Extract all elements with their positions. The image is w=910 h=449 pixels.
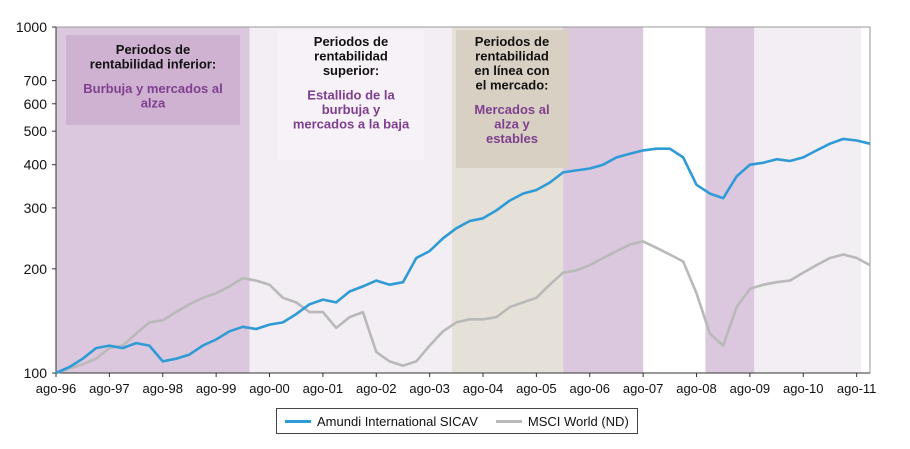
x-tick-label-ago-05: ago-05	[516, 381, 556, 396]
shaded-region-inferior-3	[563, 27, 644, 373]
annotation-box-superior	[278, 30, 424, 160]
annotation-title-superior-1: rentabilidad	[314, 49, 388, 64]
annotation-text-en_linea-2: estables	[486, 131, 538, 146]
x-tick-label-ago-98: ago-98	[143, 381, 183, 396]
y-tick-label-700: 700	[24, 73, 48, 89]
y-tick-label-300: 300	[24, 200, 48, 216]
series-line-msci	[55, 240, 871, 375]
x-tick-label-ago-02: ago-02	[356, 381, 396, 396]
legend-label-msci: MSCI World (ND)	[527, 413, 629, 429]
annotation-title-inferior-1: rentabilidad inferior:	[90, 57, 216, 72]
shaded-region-inferior-4	[705, 27, 755, 373]
x-tick-label-ago-07: ago-07	[623, 381, 663, 396]
annotation-title-en_linea-3: el mercado:	[476, 78, 549, 93]
legend-line-msci	[495, 419, 522, 423]
annotation-title-superior-2: superior:	[323, 63, 379, 78]
y-tick-label-600: 600	[24, 96, 48, 112]
legend-item-amundi: Amundi International SICAV	[285, 414, 478, 429]
x-tick-label-ago-04: ago-04	[463, 381, 503, 396]
x-tick-label-ago-97: ago-97	[89, 381, 129, 396]
y-tick-label-500: 500	[24, 123, 48, 139]
legend: Amundi International SICAV MSCI World (N…	[276, 408, 638, 434]
x-tick-label-ago-11: ago-11	[837, 381, 877, 396]
x-tick-label-ago-10: ago-10	[783, 381, 823, 396]
legend-label-amundi: Amundi International SICAV	[317, 413, 478, 429]
annotation-box-inferior	[66, 35, 240, 125]
x-tick-label-ago-09: ago-09	[730, 381, 770, 396]
annotation-title-en_linea-1: rentabilidad	[475, 49, 549, 64]
annotation-box-en_linea	[456, 30, 569, 168]
annotation-text-superior-1: burbuja y	[322, 102, 381, 117]
shaded-region-superior-5	[754, 27, 862, 373]
annotation-title-en_linea-0: Periodos de	[475, 34, 549, 49]
x-tick-label-ago-99: ago-99	[196, 381, 236, 396]
legend-line-amundi	[285, 419, 311, 423]
x-tick-label-ago-06: ago-06	[570, 381, 610, 396]
annotation-title-inferior-0: Periodos de	[116, 42, 190, 57]
annotation-title-en_linea-2: en línea con	[474, 63, 549, 78]
annotation-text-en_linea-1: alza y	[494, 117, 530, 132]
x-tick-label-ago-03: ago-03	[409, 381, 449, 396]
series-line-amundi	[55, 137, 871, 375]
y-tick-label-200: 200	[24, 261, 48, 277]
x-tick-label-ago-00: ago-00	[249, 381, 289, 396]
x-tick-label-ago-01: ago-01	[303, 381, 343, 396]
y-tick-label-1000: 1000	[16, 19, 47, 35]
legend-item-msci: MSCI World (ND)	[495, 413, 629, 429]
annotation-text-en_linea-0: Mercados al	[474, 102, 549, 117]
annotation-text-inferior-0: Burbuja y mercados al	[83, 81, 222, 96]
y-tick-label-100: 100	[24, 365, 48, 381]
annotation-text-superior-0: Estallido de la	[307, 88, 395, 103]
annotation-title-superior-0: Periodos de	[314, 34, 388, 49]
x-tick-label-ago-08: ago-08	[676, 381, 716, 396]
x-tick-label-ago-96: ago-96	[36, 381, 76, 396]
annotation-text-inferior-1: alza	[141, 96, 166, 111]
annotation-text-superior-2: mercados a la baja	[293, 117, 410, 132]
y-tick-label-400: 400	[24, 157, 48, 173]
